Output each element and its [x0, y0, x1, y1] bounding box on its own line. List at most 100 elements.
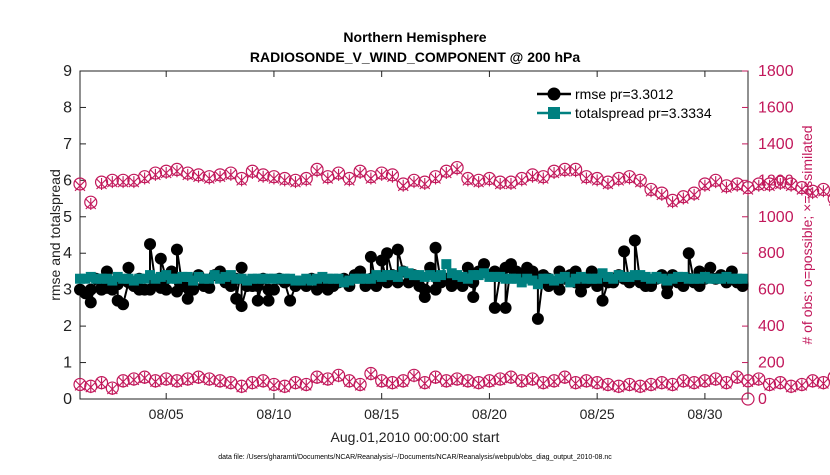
rmse-point — [704, 261, 717, 274]
obs-assimilated-point — [656, 188, 668, 201]
obs-assimilated-point — [591, 174, 603, 187]
y-tick-label: 1 — [63, 355, 72, 372]
obs-assimilated-point — [818, 377, 829, 390]
obs-assimilated-point — [774, 377, 786, 390]
y-tick-label: 2 — [63, 318, 72, 335]
rmse-point — [364, 250, 377, 263]
y-axis-label-right: # of obs: o=possible; ×=assimilated — [799, 125, 815, 344]
y-tick-label: 5 — [63, 209, 72, 226]
x-tick-label: 08/10 — [256, 406, 291, 422]
totalspread-point — [538, 273, 549, 284]
totalspread-point — [268, 273, 279, 284]
obs-assimilated-point — [246, 377, 258, 390]
rmse-point — [467, 290, 480, 303]
obs-assimilated-point — [731, 179, 743, 192]
totalspread-point — [145, 270, 156, 281]
obs-assimilated-point — [408, 176, 420, 189]
obs-assimilated-point — [570, 165, 582, 178]
x-tick-label: 08/20 — [472, 406, 507, 422]
obs-assimilated-point — [268, 172, 280, 185]
obs-assimilated-point — [246, 167, 258, 180]
y-right-tick-label: 1000 — [758, 209, 794, 226]
totalspread-point — [371, 270, 382, 281]
obs-assimilated-point — [462, 375, 474, 388]
totalspread-point — [349, 273, 360, 284]
obs-assimilated-point — [548, 375, 560, 388]
obs-assimilated-point — [322, 373, 334, 386]
totalspread-point — [392, 271, 403, 282]
totalspread-point — [279, 273, 290, 284]
chart-subtitle: RADIOSONDE_V_WIND_COMPONENT @ 200 hPa — [250, 49, 580, 65]
obs-assimilated-point — [279, 381, 291, 394]
obs-assimilated-point — [451, 373, 463, 386]
obs-assimilated-point — [106, 382, 118, 395]
rmse-point — [235, 300, 248, 313]
totalspread-point — [462, 273, 473, 284]
totalspread-point — [624, 271, 635, 282]
totalspread-point — [441, 259, 452, 270]
obs-assimilated-point — [236, 174, 248, 187]
totalspread-point — [452, 270, 463, 281]
totalspread-point — [505, 273, 516, 284]
obs-possible-point — [827, 193, 830, 204]
obs-assimilated-point — [236, 381, 248, 394]
obs-assimilated-point — [257, 170, 269, 183]
series-layer — [73, 160, 830, 406]
obs-assimilated-point — [139, 372, 151, 385]
obs-assimilated-point — [785, 179, 797, 192]
rmse-point — [553, 283, 566, 296]
totalspread-point — [312, 273, 323, 284]
obs-assimilated-point — [580, 375, 592, 388]
totalspread-point — [161, 270, 172, 281]
obs-assimilated-point — [656, 377, 668, 390]
totalspread-point — [581, 273, 592, 284]
totalspread-point — [689, 273, 700, 284]
totalspread-point — [430, 271, 441, 282]
totalspread-point — [446, 268, 457, 279]
obs-assimilated-point — [699, 179, 711, 192]
totalspread-point — [75, 273, 85, 284]
totalspread-point — [322, 273, 333, 284]
obs-assimilated-point — [807, 187, 819, 200]
y-right-tick-label: 200 — [758, 355, 785, 372]
rmse-point — [682, 247, 695, 260]
obs-assimilated-point — [613, 174, 625, 187]
totalspread-point — [382, 270, 393, 281]
obs-assimilated-point — [764, 379, 775, 392]
rmse-point — [575, 285, 587, 298]
y-right-tick-label: 400 — [758, 318, 785, 335]
rmse-point — [429, 241, 442, 254]
obs-assimilated-point — [742, 375, 754, 388]
obs-assimilated-point — [548, 167, 560, 180]
obs-assimilated-point — [645, 185, 657, 198]
y-tick-label: 9 — [63, 63, 72, 80]
totalspread-point — [118, 273, 129, 284]
rmse-point — [235, 261, 248, 274]
data-file-footnote: data file: /Users/gharamti/Documents/NCA… — [218, 454, 612, 461]
totalspread-point — [495, 271, 506, 282]
obs-assimilated-point — [602, 379, 614, 392]
obs-assimilated-point — [688, 188, 700, 201]
totalspread-point — [258, 273, 269, 284]
totalspread-point — [344, 275, 355, 286]
obs-assimilated-point — [171, 165, 183, 178]
totalspread-point — [532, 279, 543, 290]
obs-assimilated-point — [688, 377, 700, 390]
rmse-point — [84, 283, 97, 296]
obs-assimilated-point — [397, 179, 409, 192]
obs-assimilated-point — [214, 170, 226, 183]
legend-totalspread-label: totalspread pr=3.3334 — [575, 105, 712, 121]
obs-assimilated-point — [203, 373, 215, 386]
x-tick-label: 08/30 — [687, 406, 722, 422]
y-right-tick-label: 600 — [758, 282, 785, 299]
totalspread-point — [699, 271, 710, 282]
totalspread-point — [317, 271, 328, 282]
obs-assimilated-point — [311, 372, 323, 385]
obs-assimilated-point — [376, 168, 388, 181]
obs-assimilated-point — [203, 172, 215, 185]
totalspread-point — [419, 271, 430, 282]
totalspread-point — [387, 270, 398, 281]
totalspread-point — [619, 271, 630, 282]
